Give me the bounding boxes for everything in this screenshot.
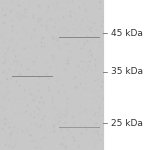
- FancyBboxPatch shape: [59, 37, 100, 38]
- FancyBboxPatch shape: [12, 76, 53, 77]
- FancyBboxPatch shape: [59, 37, 100, 38]
- Text: 45 kDa: 45 kDa: [111, 28, 142, 38]
- FancyBboxPatch shape: [12, 76, 53, 77]
- FancyBboxPatch shape: [59, 127, 100, 128]
- FancyBboxPatch shape: [59, 37, 100, 38]
- FancyBboxPatch shape: [59, 127, 100, 128]
- FancyBboxPatch shape: [59, 37, 100, 38]
- FancyBboxPatch shape: [12, 76, 53, 77]
- FancyBboxPatch shape: [12, 76, 53, 77]
- FancyBboxPatch shape: [59, 37, 100, 38]
- FancyBboxPatch shape: [59, 127, 100, 128]
- FancyBboxPatch shape: [12, 76, 53, 77]
- FancyBboxPatch shape: [59, 37, 100, 38]
- FancyBboxPatch shape: [59, 127, 100, 128]
- FancyBboxPatch shape: [12, 76, 53, 77]
- FancyBboxPatch shape: [59, 37, 100, 38]
- FancyBboxPatch shape: [12, 76, 53, 77]
- FancyBboxPatch shape: [12, 76, 53, 77]
- FancyBboxPatch shape: [12, 76, 53, 77]
- FancyBboxPatch shape: [59, 127, 100, 128]
- FancyBboxPatch shape: [12, 76, 53, 77]
- FancyBboxPatch shape: [59, 37, 100, 38]
- FancyBboxPatch shape: [12, 76, 53, 77]
- FancyBboxPatch shape: [12, 76, 53, 77]
- FancyBboxPatch shape: [59, 127, 100, 128]
- FancyBboxPatch shape: [59, 127, 100, 128]
- FancyBboxPatch shape: [12, 76, 53, 77]
- FancyBboxPatch shape: [59, 127, 100, 128]
- FancyBboxPatch shape: [0, 0, 105, 150]
- FancyBboxPatch shape: [12, 76, 53, 77]
- Text: 35 kDa: 35 kDa: [111, 68, 143, 76]
- Text: 25 kDa: 25 kDa: [111, 118, 142, 127]
